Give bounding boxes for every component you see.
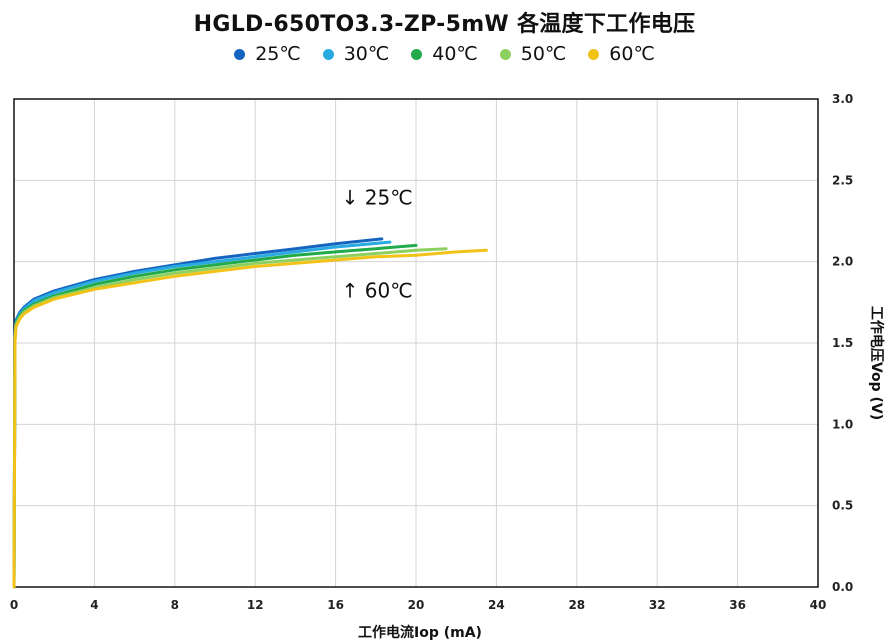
- x-tick-label: 24: [488, 598, 505, 612]
- legend-item-50: 50℃: [499, 43, 567, 65]
- y-tick-label: 1.0: [832, 417, 853, 431]
- x-tick-label: 28: [568, 598, 585, 612]
- y-tick-label: 1.5: [832, 336, 853, 350]
- legend-marker-icon: [588, 48, 600, 60]
- x-tick-label: 0: [10, 598, 18, 612]
- legend-label: 50℃: [520, 43, 567, 65]
- legend-label: 40℃: [432, 43, 478, 65]
- x-tick-label: 20: [408, 598, 425, 612]
- annotations: ↓ 25℃ ↑ 60℃: [342, 186, 413, 303]
- legend-marker-icon: [411, 48, 423, 60]
- y-tick-label: 2.0: [832, 255, 853, 269]
- legend-label: 30℃: [343, 43, 390, 65]
- y-tick-label: 0.5: [832, 499, 853, 513]
- y-tick-label: 2.5: [832, 173, 853, 187]
- x-tick-label: 4: [90, 598, 98, 612]
- plot-grid: [14, 99, 818, 587]
- legend-marker-icon: [234, 48, 246, 60]
- legend-marker-icon: [499, 48, 511, 60]
- y-axis-ticks: 0.0 0.5 1.0 1.5 2.0 2.5 3.0: [832, 92, 853, 594]
- series-lines: [12, 237, 488, 589]
- legend-label: 60℃: [609, 43, 655, 65]
- legend-item-30: 30℃: [322, 43, 390, 65]
- x-axis-ticks: 0 4 8 12 16 20 24 28 32 36 40: [10, 598, 827, 612]
- legend-item-60: 60℃: [588, 43, 655, 65]
- x-axis-title: 工作电流Iop (mA): [358, 624, 482, 641]
- legend-item-40: 40℃: [411, 43, 478, 65]
- chart-legend: 25℃ 30℃ 40℃ 50℃ 60℃: [0, 43, 889, 65]
- x-tick-label: 36: [729, 598, 746, 612]
- x-tick-label: 32: [649, 598, 666, 612]
- x-tick-label: 16: [327, 598, 344, 612]
- y-tick-label: 3.0: [832, 92, 853, 106]
- legend-marker-icon: [322, 48, 334, 60]
- legend-label: 25℃: [255, 43, 301, 65]
- chart-annotation: ↓ 25℃: [342, 186, 413, 210]
- legend-item-25: 25℃: [234, 43, 301, 65]
- chart-title: HGLD-650TO3.3-ZP-5mW 各温度下工作电压: [193, 12, 696, 37]
- x-tick-label: 12: [247, 598, 264, 612]
- y-tick-label: 0.0: [832, 580, 853, 594]
- series-line: [12, 248, 488, 589]
- x-tick-label: 8: [171, 598, 179, 612]
- x-tick-label: 40: [810, 598, 827, 612]
- y-axis-title: 工作电压Vop (V): [868, 306, 885, 420]
- chart-annotation: ↑ 60℃: [342, 278, 413, 302]
